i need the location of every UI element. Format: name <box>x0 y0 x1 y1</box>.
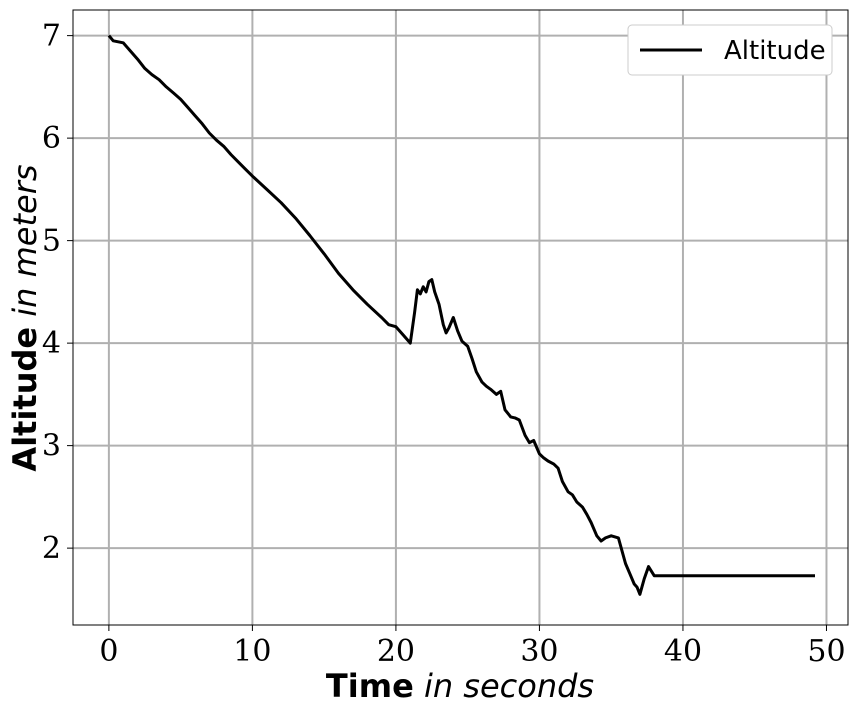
series-layer <box>107 34 815 596</box>
x-axis-title: Time in seconds <box>326 667 594 705</box>
x-axis-title-main: Time <box>326 667 414 705</box>
grid <box>73 10 848 625</box>
x-tick-label: 40 <box>664 634 702 669</box>
x-tick-label: 30 <box>520 634 558 669</box>
series-line-altitude <box>107 34 815 596</box>
y-axis-title-unit: in meters <box>6 164 44 316</box>
y-tick-label: 6 <box>42 121 61 156</box>
y-axis-title-main: Altitude <box>6 327 44 472</box>
y-tick-label: 2 <box>42 531 61 566</box>
legend: Altitude <box>627 24 833 76</box>
tick-labels: 0 10 20 30 40 50 2 3 4 5 6 7 <box>42 19 846 669</box>
x-tick-label: 20 <box>377 634 415 669</box>
x-tick-label: 50 <box>807 634 845 669</box>
y-tick-label: 3 <box>42 429 61 464</box>
legend-label-altitude: Altitude <box>724 36 826 66</box>
y-tick-label: 7 <box>42 19 61 54</box>
x-tick-label: 0 <box>99 634 118 669</box>
y-tick-label: 4 <box>42 326 61 361</box>
legend-box <box>627 24 833 76</box>
y-tick-label: 5 <box>42 224 61 259</box>
x-tick-label: 10 <box>233 634 271 669</box>
plot-frame <box>72 9 849 626</box>
x-axis-title-unit: in seconds <box>424 667 594 705</box>
y-axis-title: Altitude in meters <box>6 164 44 471</box>
